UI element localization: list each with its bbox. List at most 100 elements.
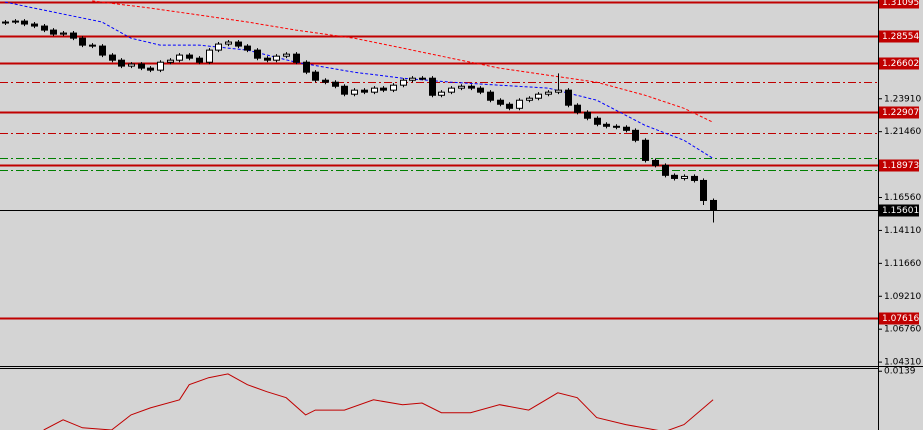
y-tick-label: 1.04310 [884, 358, 921, 368]
candle-body [293, 53, 300, 63]
candle-body [371, 87, 378, 93]
candle-body [341, 85, 348, 95]
level-label: 1.26602 [882, 59, 919, 69]
candle-body [322, 79, 329, 83]
candle-body [409, 77, 416, 81]
candle-body [176, 54, 183, 61]
candle-body [700, 179, 707, 201]
candle-body [118, 59, 125, 67]
indicator-panel [43, 373, 714, 430]
candle-body [264, 57, 271, 61]
candle-body [31, 23, 38, 27]
candle-body [438, 91, 445, 96]
candle-body [196, 57, 203, 63]
candle-body [487, 91, 494, 101]
candle-body [419, 77, 426, 80]
candle-body [70, 32, 77, 39]
candle-body [147, 67, 154, 71]
candle-body [235, 41, 242, 47]
candle-body [565, 89, 572, 106]
candle-body [380, 87, 387, 91]
candle-body [60, 32, 67, 35]
level-label: 1.18973 [882, 161, 919, 171]
candle-body [691, 175, 698, 181]
y-tick-label: 1.06760 [884, 325, 921, 335]
level-label-box [879, 57, 919, 70]
candle-body [594, 117, 601, 125]
candle-body [506, 103, 513, 109]
y-tick-label: 0.0139 [884, 367, 916, 377]
candle-body [89, 44, 96, 47]
candle-body [662, 164, 669, 176]
candle-body [681, 175, 688, 179]
candle-body [652, 159, 659, 166]
candle-body [584, 111, 591, 119]
candle-body [671, 174, 678, 179]
candle-body [50, 29, 57, 35]
candle-body [361, 89, 368, 93]
candle-body [458, 85, 465, 89]
candle-body [2, 21, 9, 24]
level-label-box [879, 0, 919, 9]
candle-body [186, 54, 193, 59]
moving-average [4, 1, 714, 159]
candle-body [603, 123, 610, 127]
y-tick-label: 1.23910 [884, 94, 921, 104]
y-tick-label: 1.16560 [884, 193, 921, 203]
candle-body [468, 85, 475, 89]
candle-body [613, 125, 620, 128]
candle-body [497, 99, 504, 105]
moving-average [92, 0, 714, 123]
current-price-label: 1.15601 [882, 206, 919, 216]
level-label: 1.31095 [882, 0, 919, 8]
candle-body [448, 87, 455, 93]
level-label: 1.07616 [882, 314, 919, 324]
candle-body [516, 99, 523, 109]
candle-body [79, 37, 86, 46]
candle-body [351, 89, 358, 95]
y-tick-label: 1.11660 [884, 259, 921, 269]
candle-body [157, 61, 164, 71]
candle-body [254, 49, 261, 59]
candle-body [41, 25, 48, 31]
candle-body [642, 139, 649, 161]
candle-body [429, 77, 436, 96]
candle-body [332, 81, 339, 87]
candle-body [632, 129, 639, 141]
candle-body [477, 87, 484, 93]
candle-body [555, 89, 562, 93]
candle-body [12, 20, 19, 23]
candle-body [303, 61, 310, 73]
candle-body [400, 79, 407, 86]
indicator-line [43, 373, 714, 430]
level-label: 1.28554 [882, 32, 919, 42]
candle-body [312, 71, 319, 81]
candle-body [545, 91, 552, 95]
candle-body [244, 45, 251, 51]
y-tick-label: 1.14110 [884, 226, 921, 236]
candle-body [535, 93, 542, 99]
candle-body [225, 41, 232, 45]
level-label-box [879, 30, 919, 43]
candle-body [526, 97, 533, 101]
level-label-box [879, 159, 919, 172]
candle-body [21, 20, 28, 25]
candle-body [109, 54, 116, 61]
candle-body [167, 59, 174, 63]
main-panel [0, 0, 878, 320]
level-label-box [879, 312, 919, 325]
level-label-box [879, 106, 919, 119]
candle-body [710, 199, 717, 211]
candle-body [138, 63, 145, 69]
candle-body [283, 53, 290, 57]
candle-body [128, 63, 135, 67]
candle-body [574, 104, 581, 113]
y-tick-label: 1.09210 [884, 292, 921, 302]
y-tick-label: 1.21460 [884, 127, 921, 137]
candle-body [273, 55, 280, 61]
level-label: 1.22907 [882, 108, 919, 118]
